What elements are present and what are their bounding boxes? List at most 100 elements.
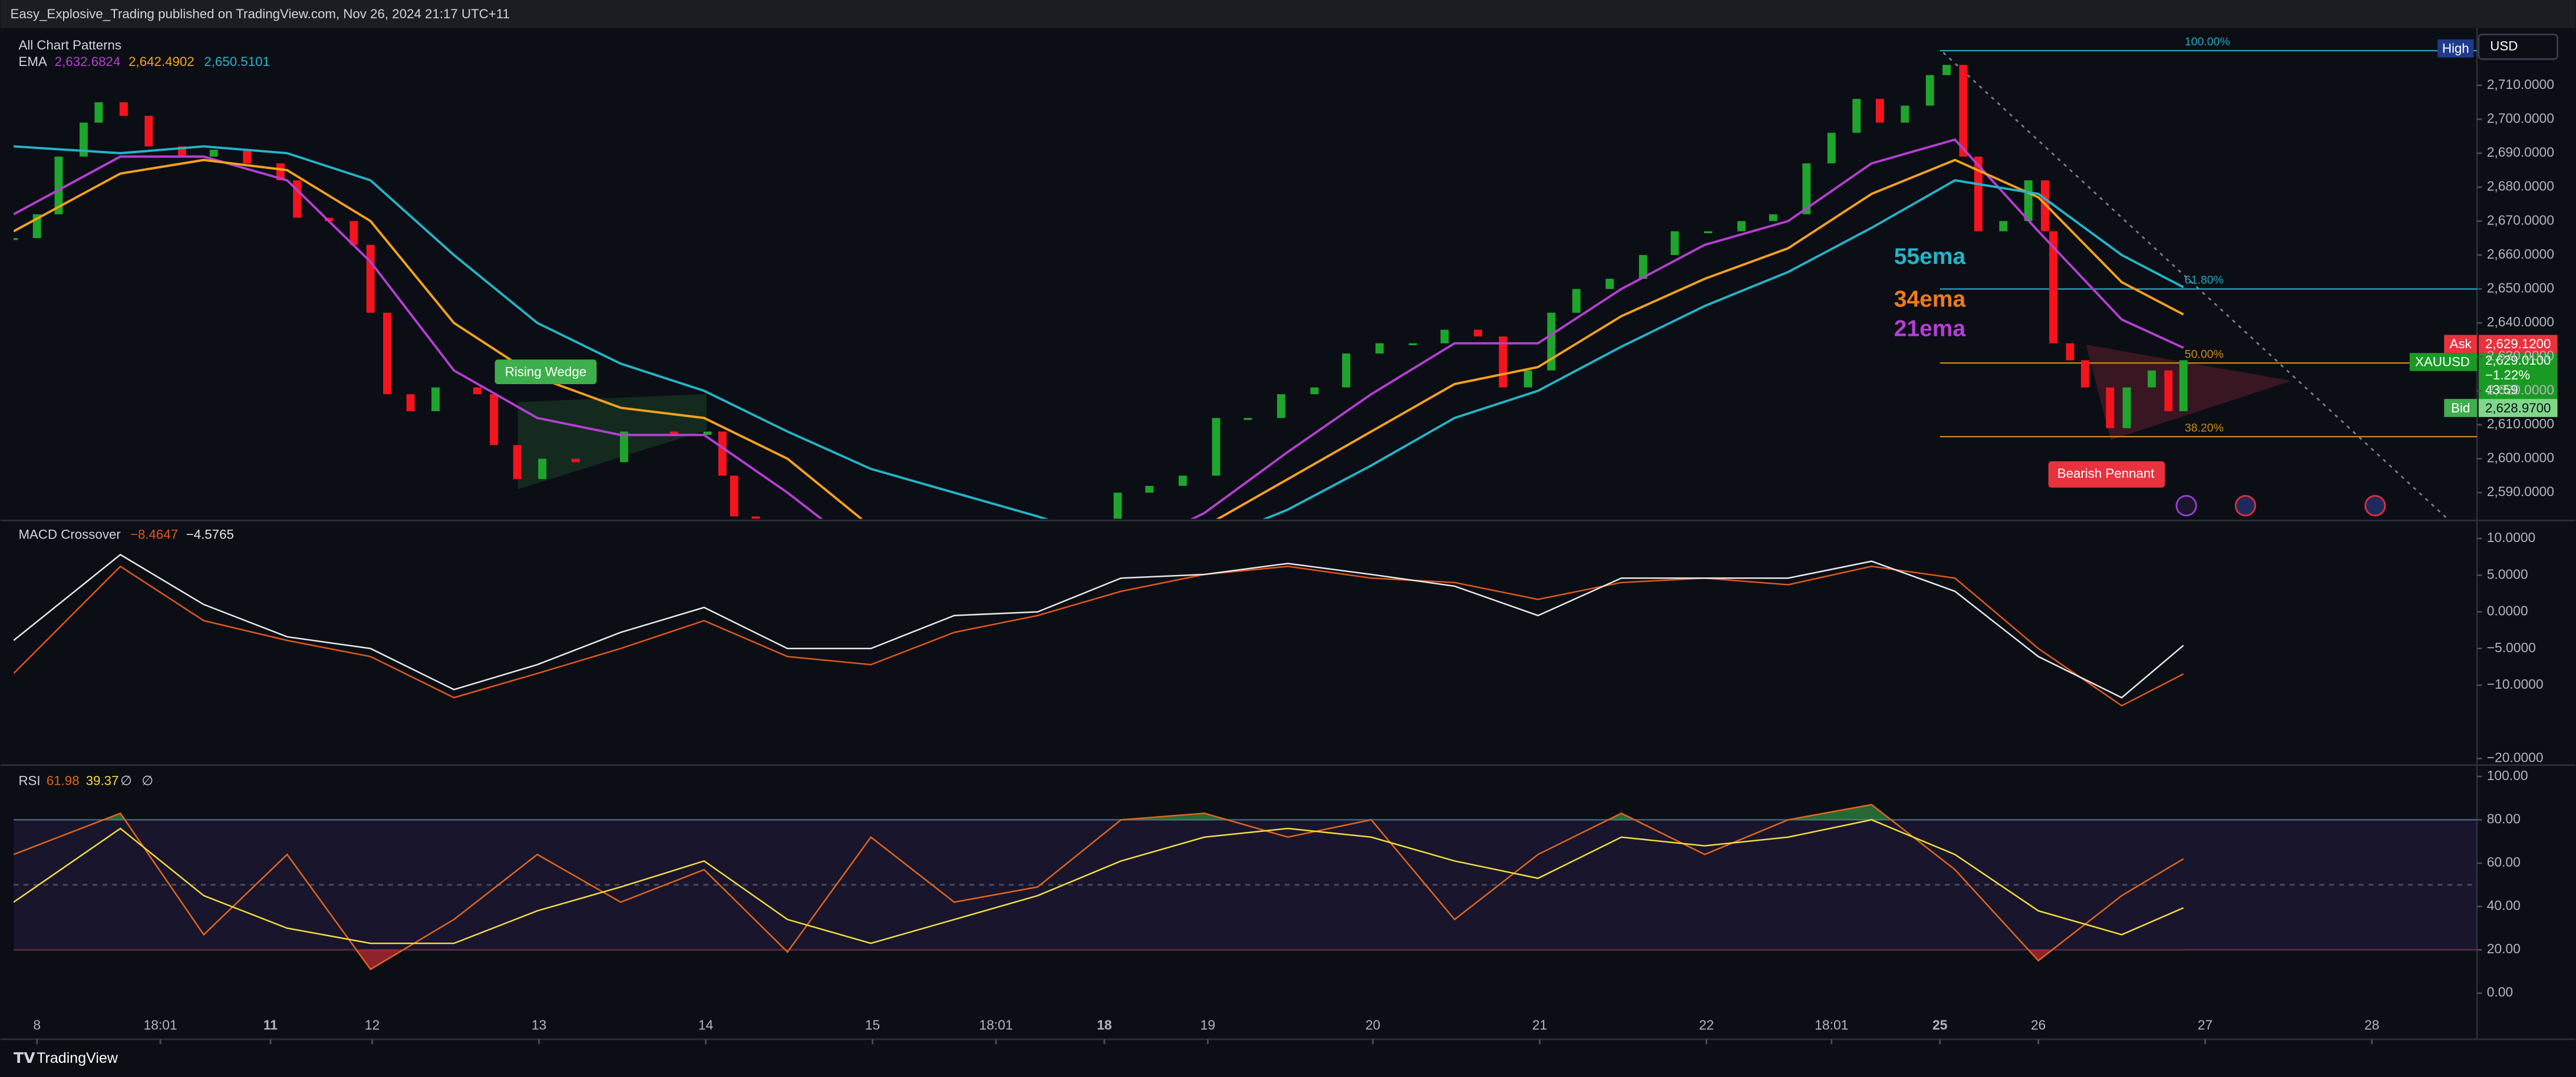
candle: [366, 245, 375, 313]
candle: [383, 312, 391, 395]
logo-mark: 𝗧𝗩: [14, 1050, 35, 1066]
candle: [730, 475, 738, 517]
series-line: [14, 804, 2184, 970]
x-tick-label: 25: [1932, 1017, 1948, 1033]
candle: [1942, 65, 1951, 75]
bid-tag: [2478, 399, 2558, 417]
candle: [1342, 353, 1351, 388]
legend-value: ∅: [141, 773, 153, 788]
candle: [406, 394, 415, 411]
ema-annotation: 21ema: [1894, 316, 1966, 341]
y-tick-label: 80.00: [2487, 811, 2521, 826]
currency-box[interactable]: [2478, 34, 2558, 60]
bid-label: Bid: [2451, 401, 2470, 415]
y-tick-label: 2,660.0000: [2487, 246, 2554, 262]
x-tick-label: 18:01: [144, 1017, 177, 1033]
event-icon[interactable]: [2364, 495, 2386, 517]
candle: [571, 458, 580, 462]
event-icon[interactable]: [2175, 495, 2197, 517]
y-tick-label: −5.0000: [2487, 640, 2536, 655]
pattern-label-box: [2048, 461, 2165, 488]
chart-title: All Chart Patterns: [18, 38, 121, 52]
main-pane: [14, 49, 2477, 519]
candle: [2066, 343, 2074, 361]
candle: [1178, 475, 1187, 486]
series-line: [14, 553, 2184, 699]
y-tick-label: 10.0000: [2487, 530, 2536, 545]
bid-price: 2,628.9700: [2485, 401, 2551, 415]
y-tick-label: 2,630.0000: [2487, 348, 2554, 364]
ask-tag: [2444, 335, 2477, 354]
candle: [1827, 133, 1836, 164]
series-line: [14, 565, 2184, 707]
candle: [1375, 343, 1384, 354]
price-change: −1.22%: [2485, 368, 2530, 382]
candle: [490, 394, 499, 445]
ask-price: 2,629.1200: [2485, 336, 2551, 351]
top-bar: [0, 0, 2576, 28]
y-tick-label: 0.0000: [2487, 603, 2528, 619]
candle: [94, 102, 103, 123]
candle: [1310, 387, 1319, 395]
candle: [1875, 98, 1884, 123]
candle: [1639, 255, 1647, 279]
x-tick-label: 26: [2031, 1017, 2046, 1033]
candle: [1999, 221, 2008, 232]
y-tick-label: 2,650.0000: [2487, 280, 2554, 296]
y-tick-label: 60.00: [2487, 854, 2521, 870]
series-line: [14, 158, 2184, 519]
x-tick-label: 11: [263, 1017, 278, 1033]
bar-countdown: 43:59: [2485, 382, 2518, 397]
y-tick-label: 2,690.0000: [2487, 144, 2554, 160]
fib-label: 61.80%: [2185, 274, 2224, 287]
high-label: High: [2442, 41, 2469, 55]
legend-value: 2,650.5101: [204, 54, 270, 69]
indicator-name: MACD Crossover: [18, 527, 121, 541]
candle: [1572, 289, 1581, 313]
x-tick-label: 12: [365, 1017, 380, 1033]
candle: [1737, 221, 1746, 232]
x-tick-label: 13: [532, 1017, 546, 1033]
footer-brand: TradingView: [37, 1050, 118, 1066]
fib-label: 100.00%: [2185, 35, 2230, 48]
candle: [119, 102, 128, 116]
candle: [718, 431, 727, 476]
x-tick-label: 21: [1532, 1017, 1547, 1033]
y-tick-label: 0.00: [2487, 985, 2513, 1000]
candle: [1145, 485, 1154, 493]
event-icon[interactable]: [2234, 495, 2257, 517]
x-tick-label: 28: [2364, 1017, 2379, 1033]
candle: [473, 387, 481, 395]
candle: [2049, 231, 2058, 343]
x-tick-label: 15: [865, 1017, 880, 1033]
pattern-label-box: [494, 359, 597, 385]
candle: [1802, 163, 1811, 214]
candle: [2041, 180, 2049, 232]
candle: [1670, 231, 1679, 255]
candle: [80, 123, 88, 157]
ask-label: Ask: [2450, 336, 2472, 351]
candle: [431, 387, 440, 411]
currency[interactable]: USD: [2490, 38, 2518, 53]
pattern-label: Rising Wedge: [505, 364, 586, 379]
last-price: 2,629.0100: [2485, 353, 2551, 368]
indicator-name: EMA: [18, 54, 47, 69]
candle: [1925, 75, 1934, 106]
series-line: [14, 819, 2184, 944]
candle: [243, 150, 252, 164]
x-tick-label: 8: [33, 1017, 41, 1033]
y-tick-label: 2,700.0000: [2487, 110, 2554, 125]
macd-pane: [14, 553, 2184, 707]
candle: [1212, 418, 1221, 476]
candle: [1440, 329, 1449, 343]
candle: [2148, 370, 2156, 388]
pattern-label: Bearish Pennant: [2057, 466, 2155, 481]
y-tick-label: −20.0000: [2487, 749, 2544, 765]
candle: [1473, 329, 1482, 337]
candle: [2106, 387, 2115, 428]
candle: [1605, 279, 1614, 289]
ema-annotation: 55ema: [1894, 244, 1966, 269]
x-tick-label: 14: [698, 1017, 714, 1033]
last-price-tag: [2478, 353, 2558, 399]
